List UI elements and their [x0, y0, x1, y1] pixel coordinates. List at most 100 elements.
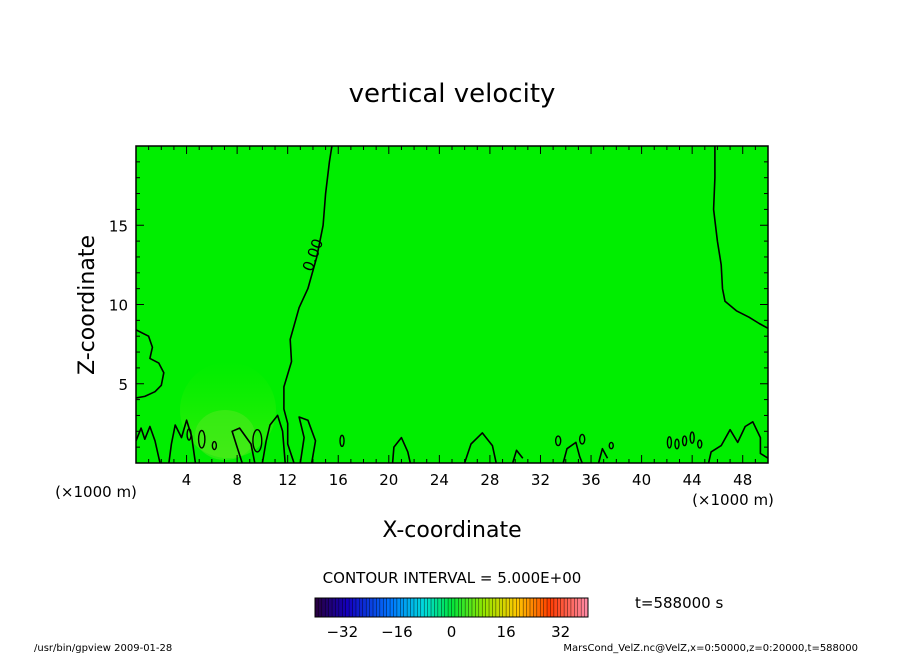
colorbar-segment	[516, 598, 521, 617]
y-axis-unit: (×1000 m)	[55, 483, 137, 501]
x-axis: 4 8 12 16 20 24 28 32 36 40 44 48	[148, 146, 756, 489]
colorbar-segment	[325, 598, 330, 617]
colorbar-segment	[584, 598, 589, 617]
colorbar-segment	[444, 598, 449, 617]
contour-line-3	[136, 425, 161, 463]
colorbar-segment	[465, 598, 470, 617]
small-contour-9	[674, 438, 680, 450]
colorbar-segment	[362, 598, 367, 617]
x-tick-label: 24	[430, 471, 449, 489]
colorbar-segment	[338, 598, 343, 617]
colorbar-segment	[318, 598, 323, 617]
colorbar-segment	[328, 598, 333, 617]
colorbar-segment	[366, 598, 371, 617]
colorbar-segment	[471, 598, 476, 617]
x-tick-label: 4	[182, 471, 192, 489]
colorbar-segment	[321, 598, 326, 617]
colorbar-segment	[506, 598, 511, 617]
colorbar-segment	[427, 598, 432, 617]
colorbar-segment	[413, 598, 418, 617]
colorbar-segment	[315, 598, 319, 617]
colorbar-segment	[536, 598, 541, 617]
x-tick-label: 40	[632, 471, 651, 489]
colorbar-segment	[482, 598, 487, 617]
small-contour-11	[689, 431, 695, 444]
colorbar-segment	[570, 598, 575, 617]
small-contour-10	[681, 435, 688, 447]
y-tick-label: 10	[109, 297, 128, 315]
colorbar-segment	[390, 598, 394, 617]
colorbar-segment	[400, 598, 405, 617]
colorbar-tick-label: 0	[447, 623, 457, 641]
colorbar-segment	[529, 598, 534, 617]
weak-updraft-core	[195, 410, 255, 460]
colorbar-segment	[499, 598, 504, 617]
small-contour-0	[186, 428, 192, 441]
colorbar-segment	[502, 598, 507, 617]
colorbar-segment	[550, 598, 555, 617]
colorbar-segment	[485, 598, 490, 617]
colorbar-segment	[431, 598, 435, 617]
colorbar-segment	[489, 598, 493, 617]
colorbar-tick-label: 32	[551, 623, 570, 641]
contour-line-13	[707, 421, 768, 463]
contour-line-10	[511, 449, 524, 463]
colorbar-segment	[369, 598, 374, 617]
colorbar-segment	[581, 598, 586, 617]
colorbar-segment	[396, 598, 401, 617]
time-label: t=588000 s	[635, 594, 723, 612]
colorbar-segment	[373, 598, 377, 617]
small-contour-1	[197, 429, 206, 449]
y-tick-label: 5	[118, 376, 128, 394]
small-contour-8	[666, 436, 673, 449]
colorbar-segment	[448, 598, 452, 617]
small-contour-12	[697, 439, 703, 449]
colorbar-segment	[564, 598, 569, 617]
colorbar-segment	[393, 598, 398, 617]
small-contour-2	[211, 440, 218, 451]
x-tick-label: 48	[733, 471, 752, 489]
colorbar-segment	[345, 598, 350, 617]
colorbar-segment	[424, 598, 429, 617]
contour-line-7	[298, 416, 317, 463]
colorbar-segment	[475, 598, 480, 617]
colorbar-tick-label: −16	[381, 623, 413, 641]
colorbar-segment	[526, 598, 531, 617]
x-axis-title: X-coordinate	[382, 518, 521, 543]
colorbar-tick-label: −32	[326, 623, 358, 641]
colorbar-segment	[352, 598, 357, 617]
colorbar-tick-label: 16	[497, 623, 516, 641]
colorbar-segment	[557, 598, 562, 617]
contour-line-11	[562, 441, 583, 463]
colorbar-segment	[376, 598, 381, 617]
footer-left: /usr/bin/gpview 2009-01-28	[34, 643, 172, 654]
colorbar-segment	[560, 598, 565, 617]
colorbar-segment	[547, 598, 551, 617]
contour-line-0	[136, 329, 165, 399]
colorbar-segment	[574, 598, 579, 617]
x-tick-label: 12	[278, 471, 297, 489]
small-contour-5	[554, 435, 562, 447]
colorbar-segment	[492, 598, 497, 617]
contour-line-6	[261, 414, 286, 463]
colorbar-segment	[567, 598, 572, 617]
colorbar-segment	[383, 598, 388, 617]
colorbar-segment	[386, 598, 391, 617]
contour-interval-text: CONTOUR INTERVAL = 5.000E+00	[323, 569, 582, 587]
contour-line-2	[712, 146, 768, 330]
colorbar-segment	[332, 598, 336, 617]
colorbar-segment	[379, 598, 384, 617]
colorbar-segment	[420, 598, 425, 617]
small-contour-4	[339, 434, 345, 448]
contour-line-9	[463, 432, 497, 463]
colorbar-segment	[410, 598, 415, 617]
colorbar-segment	[523, 598, 528, 617]
colorbar-segment	[417, 598, 422, 617]
colorbar-segment	[519, 598, 524, 617]
colorbar-segment	[359, 598, 364, 617]
small-contour-6	[578, 433, 586, 445]
colorbar-segment	[543, 598, 548, 617]
colorbar-segment	[437, 598, 442, 617]
y-axis: 5 10 15	[109, 161, 768, 448]
